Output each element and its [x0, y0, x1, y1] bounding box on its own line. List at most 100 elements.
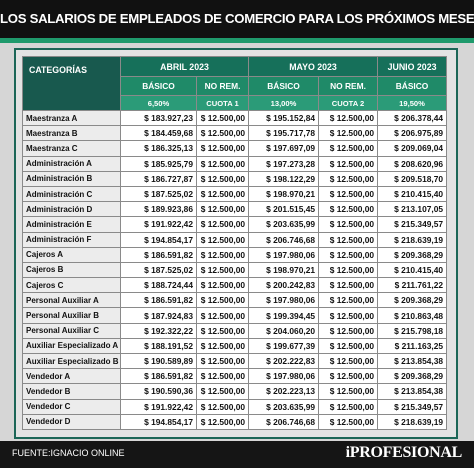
val-cell: $ 12.500,00 — [318, 398, 379, 415]
val-cell: $ 12.500,00 — [195, 216, 250, 233]
val-cell: $ 213.854,38 — [377, 383, 448, 400]
data-row: Maestranza C $ 186.325,13 $ 12.500,00 $ 197… — [22, 140, 448, 157]
val-cell: $ 184.459,68 — [120, 125, 197, 142]
val-cell: $ 206.746,68 — [248, 413, 320, 430]
note-cell: CUOTA 1 — [195, 95, 250, 111]
val-cell: $ 197.697,09 — [248, 140, 320, 157]
val-cell: $ 198.970,21 — [248, 185, 320, 203]
logo: iPROFESIONAL — [345, 444, 463, 461]
data-row: Cajeros C $ 188.724,44 $ 12.500,00 $ 200.24… — [22, 277, 448, 294]
val-cell: $ 209.368,29 — [377, 368, 448, 385]
val-cell: $ 12.500,00 — [318, 246, 379, 263]
data-row: Administración E $ 191.922,42 $ 12.500,00 $… — [22, 216, 448, 233]
val-cell: $ 12.500,00 — [318, 413, 379, 430]
val-cell: $ 191.922,42 — [120, 216, 197, 233]
val-cell: $ 12.500,00 — [195, 261, 250, 279]
val-cell: $ 203.635,99 — [248, 398, 320, 415]
lab-cell: Cajeros C — [22, 277, 121, 294]
val-cell: $ 12.500,00 — [195, 368, 250, 385]
val-cell: $ 12.500,00 — [195, 109, 250, 127]
lab-cell: Administración A — [22, 155, 121, 172]
lab-cell: Administración D — [22, 201, 121, 218]
val-cell: $ 206.975,89 — [377, 125, 448, 142]
sub-cell: NO REM. — [318, 76, 379, 96]
lab-cell: Administración C — [22, 185, 121, 203]
val-cell: $ 199.394,45 — [248, 307, 320, 324]
val-cell: $ 209.368,29 — [377, 292, 448, 309]
lab-cell: Auxiliar Especializado A — [22, 337, 121, 355]
val-cell: $ 12.500,00 — [195, 155, 250, 172]
val-cell: $ 12.500,00 — [195, 292, 250, 309]
data-row: Administración B $ 186.727,87 $ 12.500,00 $… — [22, 170, 448, 187]
val-cell: $ 201.515,45 — [248, 201, 320, 218]
val-cell: $ 209.518,70 — [377, 170, 448, 187]
val-cell: $ 202.223,13 — [248, 383, 320, 400]
salary-table: CATEGORÍAS ABRIL 2023 MAYO 2023 JUNIO 2023 B… — [22, 56, 448, 430]
val-cell: $ 12.500,00 — [195, 246, 250, 263]
val-cell: $ 12.500,00 — [318, 368, 379, 385]
val-cell: $ 12.500,00 — [318, 322, 379, 339]
val-cell: $ 215.349,57 — [377, 216, 448, 233]
val-cell: $ 198.122,29 — [248, 170, 320, 187]
lab-cell: Administración F — [22, 231, 121, 248]
data-row: Personal Auxiliar B $ 187.924,83 $ 12.500,… — [22, 307, 448, 324]
val-cell: $ 12.500,00 — [318, 125, 379, 142]
val-cell: $ 12.500,00 — [195, 398, 250, 415]
month-cell: JUNIO 2023 — [377, 56, 448, 77]
val-cell: $ 195.717,78 — [248, 125, 320, 142]
data-row: Vendedor C $ 191.922,42 $ 12.500,00 $ 203.6… — [22, 398, 448, 415]
val-cell: $ 189.923,86 — [120, 201, 197, 218]
val-cell: $ 12.500,00 — [195, 201, 250, 218]
val-cell: $ 194.854,17 — [120, 231, 197, 248]
val-cell: $ 198.970,21 — [248, 261, 320, 279]
val-cell: $ 190.589,89 — [120, 352, 197, 370]
header-row: CATEGORÍAS ABRIL 2023 MAYO 2023 JUNIO 2023 — [22, 56, 448, 111]
data-row: Administración A $ 185.925,79 $ 12.500,00 $… — [22, 155, 448, 172]
val-cell: $ 12.500,00 — [195, 231, 250, 248]
val-cell: $ 215.798,18 — [377, 322, 448, 339]
val-cell: $ 209.368,29 — [377, 246, 448, 263]
val-cell: $ 206.746,68 — [248, 231, 320, 248]
val-cell: $ 12.500,00 — [318, 109, 379, 127]
val-cell: $ 187.525,02 — [120, 261, 197, 279]
val-cell: $ 186.727,87 — [120, 170, 197, 187]
note-cell: 6,50% — [120, 95, 197, 111]
lab-cell: Personal Auxiliar B — [22, 307, 121, 324]
val-cell: $ 188.724,44 — [120, 277, 197, 294]
val-cell: $ 12.500,00 — [318, 231, 379, 248]
data-row: Auxiliar Especializado B $ 190.589,89 $ 12… — [22, 352, 448, 370]
val-cell: $ 202.222,83 — [248, 352, 320, 370]
data-row: Personal Auxiliar C $ 192.322,22 $ 12.500,… — [22, 322, 448, 339]
sub-cell: BÁSICO — [377, 76, 448, 96]
val-cell: $ 213.107,05 — [377, 201, 448, 218]
val-cell: $ 186.591,82 — [120, 368, 197, 385]
val-cell: $ 185.925,79 — [120, 155, 197, 172]
lab-cell: Vendedor C — [22, 398, 121, 415]
val-cell: $ 12.500,00 — [195, 352, 250, 370]
data-row: Cajeros B $ 187.525,02 $ 12.500,00 $ 198.97… — [22, 261, 448, 279]
source: FUENTE:IGNACIO ONLINE — [12, 448, 125, 458]
val-cell: $ 12.500,00 — [318, 140, 379, 157]
data-row: Administración F $ 194.854,17 $ 12.500,00 $… — [22, 231, 448, 248]
val-cell: $ 218.639,19 — [377, 413, 448, 430]
val-cell: $ 191.922,42 — [120, 398, 197, 415]
sub-cell: NO REM. — [195, 76, 250, 96]
val-cell: $ 206.378,44 — [377, 109, 448, 127]
val-cell: $ 210.415,40 — [377, 185, 448, 203]
data-row: Administración D $ 189.923,86 $ 12.500,00 $… — [22, 201, 448, 218]
lab-cell: Maestranza C — [22, 140, 121, 157]
val-cell: $ 208.620,96 — [377, 155, 448, 172]
val-cell: $ 209.069,04 — [377, 140, 448, 157]
note-cell: 19,50% — [377, 95, 448, 111]
lab-cell: Administración E — [22, 216, 121, 233]
data-row: Personal Auxiliar A $ 186.591,82 $ 12.500,… — [22, 292, 448, 309]
val-cell: $ 12.500,00 — [195, 125, 250, 142]
lab-cell: Vendedor A — [22, 368, 121, 385]
val-cell: $ 12.500,00 — [318, 307, 379, 324]
data-row: Maestranza A $ 183.927,23 $ 12.500,00 $ 195… — [22, 109, 448, 127]
val-cell: $ 204.060,20 — [248, 322, 320, 339]
val-cell: $ 12.500,00 — [195, 277, 250, 294]
lab-cell: Vendedor D — [22, 413, 121, 430]
val-cell: $ 199.677,39 — [248, 337, 320, 355]
